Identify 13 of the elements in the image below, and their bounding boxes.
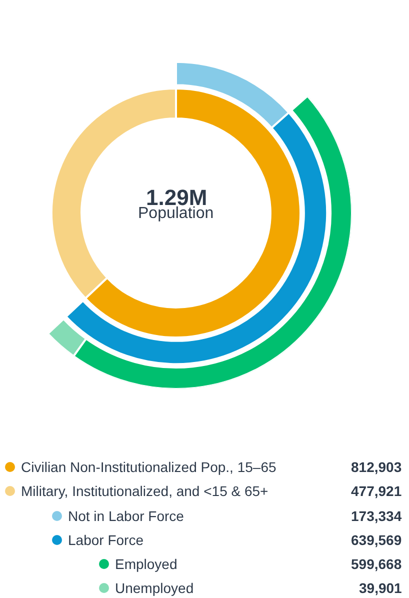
legend-label: Not in Labor Force bbox=[68, 508, 184, 524]
legend-label: Unemployed bbox=[115, 580, 194, 596]
data-label: 477,921 bbox=[351, 483, 402, 499]
legend-label: Employed bbox=[115, 556, 178, 572]
legend-label: Labor Force bbox=[68, 532, 144, 548]
data-label: 812,903 bbox=[351, 459, 402, 475]
text: Population bbox=[138, 205, 214, 222]
legend-label: Civilian Non-Institutionalized Pop., 15–65 bbox=[21, 459, 276, 475]
data-label: 639,569 bbox=[351, 532, 402, 548]
legend-label: Military, Institutionalized, and <15 & 65+ bbox=[21, 483, 268, 499]
data-label: 173,334 bbox=[351, 508, 402, 524]
data-label: 599,668 bbox=[351, 556, 402, 572]
data-label: 39,901 bbox=[359, 580, 402, 596]
